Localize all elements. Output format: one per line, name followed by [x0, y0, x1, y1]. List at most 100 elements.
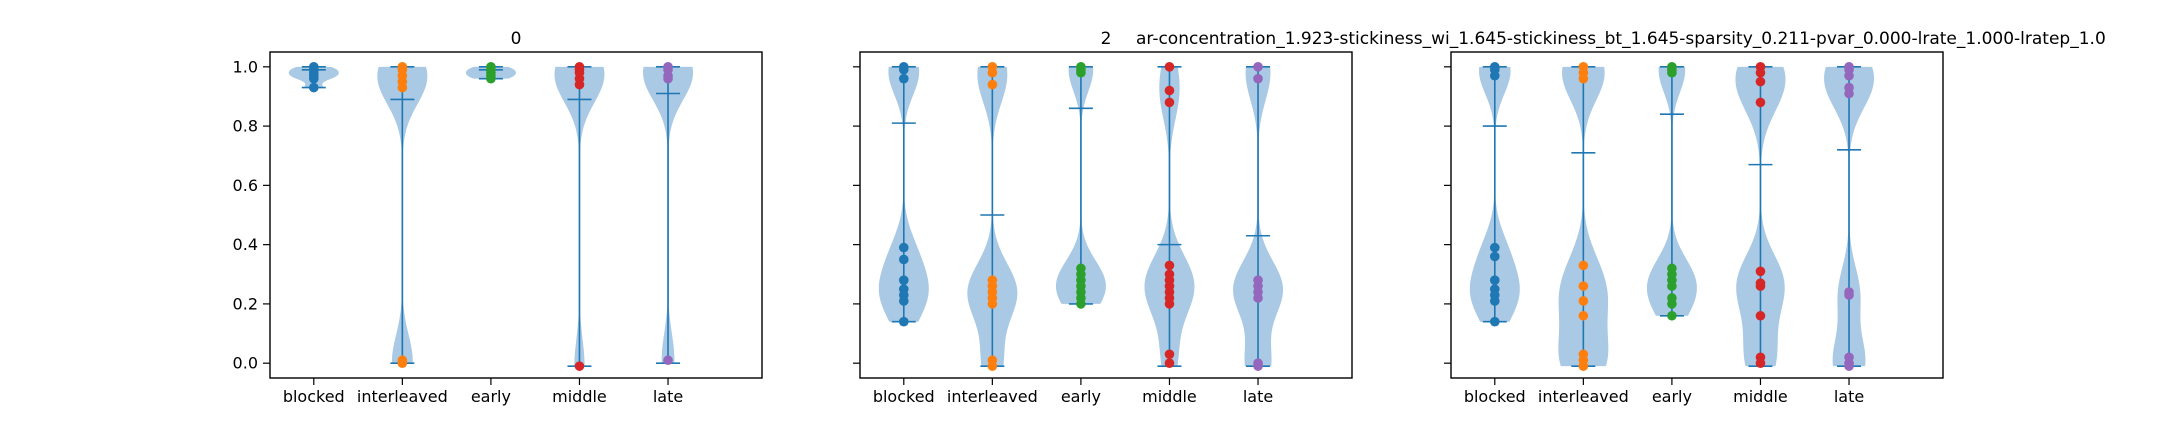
data-point: [1667, 67, 1677, 78]
data-point: [1755, 67, 1766, 78]
data-point: [1755, 358, 1766, 368]
violin-early: [465, 62, 516, 84]
data-point: [397, 358, 408, 368]
y-tick-label: 0.2: [233, 294, 258, 313]
data-point: [1164, 349, 1175, 360]
data-point: [1578, 260, 1589, 271]
overlay-title: ar-concentration_1.923-stickiness_wi_1.6…: [1136, 29, 2106, 49]
x-tick-label: interleaved: [357, 387, 448, 406]
data-point: [1164, 260, 1175, 271]
data-point: [898, 64, 909, 75]
data-point: [574, 361, 585, 371]
x-tick-label: interleaved: [1538, 387, 1629, 406]
y-tick-label: 0.0: [233, 354, 258, 373]
x-tick-label: late: [1243, 387, 1273, 406]
panel-title: 2: [1101, 29, 1112, 49]
data-point: [486, 73, 496, 84]
data-point: [1755, 266, 1766, 277]
data-point: [1253, 293, 1263, 303]
x-tick-label: interleaved: [947, 387, 1038, 406]
y-tick-label: 0.6: [233, 176, 258, 195]
data-point: [1164, 299, 1175, 309]
violin-blocked: [878, 62, 929, 327]
x-tick-label: blocked: [283, 387, 345, 406]
violin-blocked: [1469, 62, 1520, 327]
data-point: [1667, 299, 1677, 309]
data-point: [1164, 358, 1175, 368]
data-point: [987, 361, 998, 371]
axes-frame: [859, 51, 1353, 379]
data-point: [663, 73, 673, 84]
data-point: [987, 299, 998, 309]
data-point: [308, 73, 319, 84]
panel-1: 2 blocked interleaved early middle late: [853, 29, 1353, 406]
data-point: [1164, 97, 1175, 108]
data-point: [1755, 76, 1766, 87]
y-tick-label: 1.0: [233, 57, 258, 76]
x-tick-label: blocked: [1464, 387, 1526, 406]
data-point: [898, 73, 909, 84]
data-point: [1164, 85, 1175, 96]
data-point: [1489, 251, 1500, 262]
x-tick-label: early: [471, 387, 511, 406]
violin-early: [1646, 62, 1697, 321]
x-tick-label: middle: [552, 387, 607, 406]
data-point: [397, 82, 408, 93]
violin-early: [1055, 62, 1106, 309]
data-point: [1489, 70, 1500, 81]
y-tick-label: 0.4: [233, 235, 258, 254]
data-point: [1844, 290, 1854, 300]
x-tick-label: late: [653, 387, 683, 406]
axes-frame: [269, 51, 763, 379]
data-point: [663, 355, 673, 366]
violin-interleaved: [377, 62, 428, 368]
data-point: [1667, 281, 1677, 291]
data-point: [1164, 62, 1175, 72]
data-point: [1578, 281, 1589, 291]
data-point: [898, 316, 909, 327]
violin-interleaved: [1558, 62, 1609, 371]
violin-middle: [1144, 62, 1195, 368]
data-point: [1844, 88, 1854, 99]
data-point: [1578, 73, 1589, 84]
data-point: [898, 296, 909, 306]
data-point: [1755, 310, 1766, 321]
data-point: [1253, 361, 1263, 371]
data-point: [1076, 67, 1086, 78]
data-point: [1667, 310, 1677, 321]
data-point: [1253, 73, 1263, 84]
panel-2: blocked interleaved early middle late: [1444, 51, 1944, 406]
data-point: [1076, 299, 1086, 309]
data-point: [1489, 296, 1500, 306]
panel-0: 0 0.0 0.2 0.4 0.6 0.8 1.0 blocked interleaved ear…: [233, 29, 763, 406]
violin-panels: 0 0.0 0.2 0.4 0.6 0.8 1.0 blocked interleaved ear…: [233, 29, 1944, 406]
x-tick-label: late: [1834, 387, 1864, 406]
violin-late: [643, 62, 694, 366]
x-tick-label: early: [1061, 387, 1101, 406]
x-tick-label: early: [1652, 387, 1692, 406]
data-point: [1578, 361, 1589, 371]
x-tick-label: middle: [1142, 387, 1197, 406]
data-point: [898, 242, 909, 253]
data-point: [1844, 361, 1854, 371]
data-point: [1844, 70, 1854, 81]
data-point: [1253, 62, 1263, 72]
data-point: [1755, 281, 1766, 291]
x-tick-label: middle: [1733, 387, 1788, 406]
violin-middle: [554, 62, 605, 371]
axes-frame: [1450, 51, 1944, 379]
data-point: [1755, 97, 1766, 108]
violin-interleaved: [967, 62, 1018, 371]
data-point: [898, 275, 909, 286]
data-point: [987, 67, 998, 78]
data-point: [1578, 296, 1589, 306]
violin-middle: [1735, 62, 1786, 368]
data-point: [898, 254, 909, 265]
data-point: [1578, 310, 1589, 321]
data-point: [987, 79, 998, 90]
violin-late: [1824, 62, 1875, 371]
y-tick-label: 0.8: [233, 117, 258, 136]
x-tick-label: blocked: [873, 387, 935, 406]
violin-blocked: [288, 62, 339, 93]
